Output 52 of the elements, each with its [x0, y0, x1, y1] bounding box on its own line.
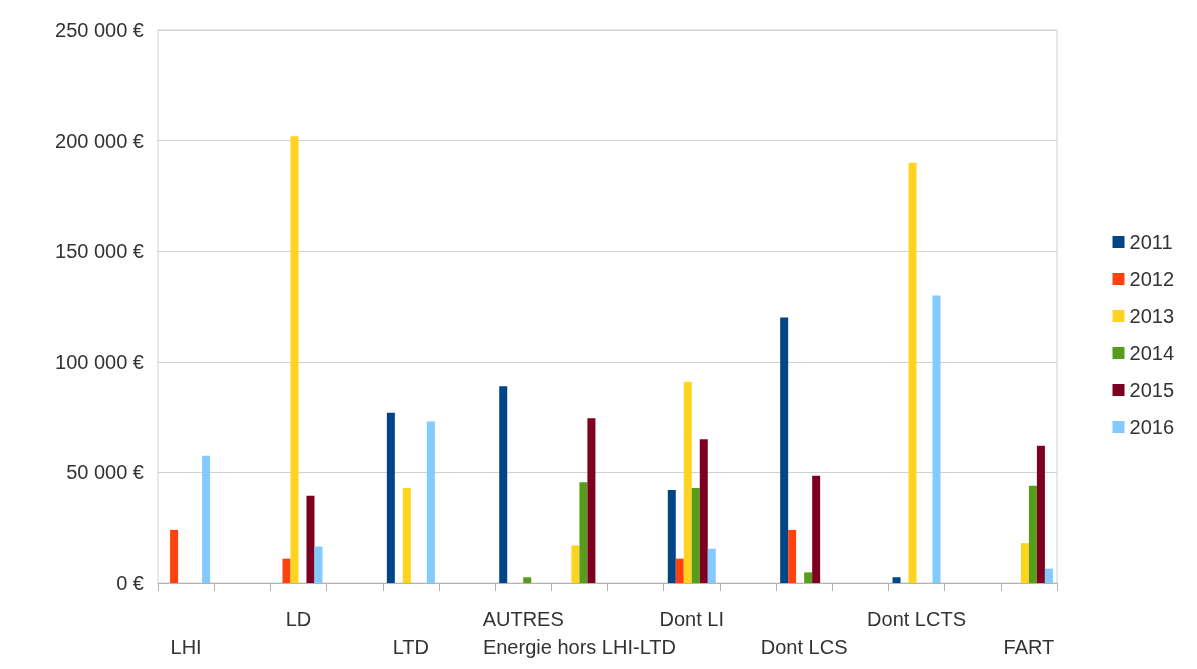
- x-tick-label: LD: [285, 608, 312, 630]
- x-tick-label: Dont LI: [659, 608, 725, 630]
- bar: [812, 475, 821, 583]
- bar: [691, 487, 700, 583]
- bar: [402, 487, 411, 583]
- bar: [587, 418, 596, 583]
- bar: [499, 386, 508, 583]
- x-tick-label: Dont LCS: [760, 636, 848, 658]
- legend-label: 2014: [1129, 342, 1175, 364]
- bar: [170, 529, 179, 583]
- x-tick-label: FART: [1003, 636, 1055, 658]
- bar: [1036, 445, 1045, 583]
- bar: [788, 529, 797, 583]
- bar: [386, 412, 395, 583]
- bar: [202, 455, 211, 583]
- bar: [908, 162, 917, 583]
- y-tick-label: 100 000 €: [55, 350, 144, 373]
- bar: [780, 317, 789, 583]
- bar: [306, 495, 315, 583]
- y-tick-label: 50 000 €: [66, 461, 144, 484]
- bar: [282, 558, 291, 583]
- x-tick-label: Dont LCTS: [867, 608, 966, 630]
- bar: [804, 572, 813, 583]
- legend-label: 2016: [1129, 416, 1175, 438]
- y-tick-label: 150 000 €: [55, 240, 144, 263]
- y-tick-label: 0 €: [116, 572, 144, 594]
- legend-label: 2013: [1129, 305, 1175, 327]
- bar: [579, 482, 588, 583]
- bar: [667, 490, 676, 583]
- bar: [1028, 485, 1037, 583]
- x-tick-label: Energie hors LHI-LTD: [482, 636, 676, 658]
- bar: [699, 439, 708, 583]
- bar: [1020, 543, 1029, 583]
- bar: [571, 545, 580, 583]
- x-tick-label: AUTRES: [482, 608, 564, 630]
- bar: [932, 295, 941, 583]
- bar: [523, 577, 532, 583]
- bar: [1044, 568, 1053, 583]
- legend-label: 2015: [1129, 379, 1175, 401]
- bar: [707, 548, 716, 583]
- legend-label: 2011: [1129, 231, 1173, 253]
- x-tick-label: LTD: [392, 636, 429, 658]
- legend-label: 2012: [1129, 268, 1175, 290]
- y-tick-label: 250 000 €: [55, 19, 144, 41]
- bar: [675, 558, 684, 583]
- bar: [683, 381, 692, 583]
- bar: [426, 421, 435, 583]
- x-tick-label: LHI: [170, 636, 202, 658]
- y-tick-label: 200 000 €: [55, 129, 144, 152]
- bar: [892, 577, 901, 583]
- bar: [290, 136, 299, 583]
- bar: [314, 546, 323, 583]
